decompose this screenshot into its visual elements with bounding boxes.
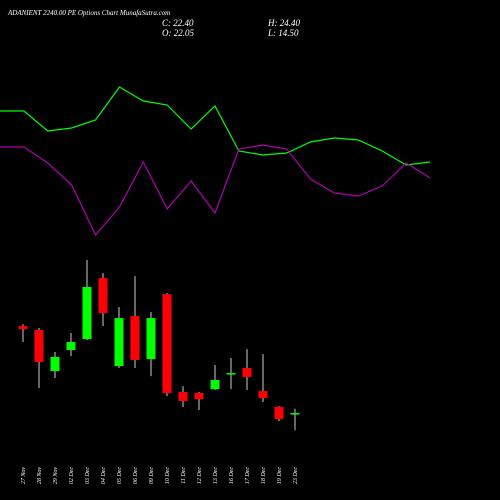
- close-label: C: 22.40: [162, 18, 194, 28]
- x-tick-label: 27 Nov: [21, 467, 27, 485]
- open-label: O: 22.05: [162, 28, 194, 38]
- candle-body: [194, 393, 204, 400]
- x-tick-label: 23 Dec: [293, 467, 299, 484]
- x-tick-label: 05 Dec: [117, 467, 123, 484]
- candle-body: [146, 318, 156, 360]
- x-tick-label: 29 Nov: [53, 467, 59, 485]
- low-label: L: 14.50: [267, 28, 299, 38]
- candle-body: [18, 326, 28, 330]
- candle-body: [274, 406, 284, 420]
- high-label: H: 24.40: [267, 18, 300, 28]
- candle-body: [82, 286, 92, 340]
- candle-body: [98, 278, 108, 314]
- chart-title: ADANIENT 2240.00 PE Options Chart Munafa…: [7, 9, 170, 17]
- candle-body: [130, 316, 140, 360]
- x-tick-label: 12 Dec: [197, 467, 203, 484]
- candle-body: [178, 391, 188, 402]
- candle-body: [114, 318, 124, 367]
- candle-body: [242, 368, 252, 377]
- candle-body: [226, 373, 236, 375]
- candle-body: [290, 413, 300, 415]
- x-tick-label: 06 Dec: [133, 467, 139, 484]
- candle-body: [162, 294, 172, 394]
- x-tick-label: 13 Dec: [213, 467, 219, 484]
- x-tick-label: 18 Dec: [261, 467, 267, 484]
- candle-body: [34, 330, 44, 362]
- candle-body: [50, 356, 60, 372]
- x-tick-label: 19 Dec: [277, 467, 283, 484]
- x-tick-label: 11 Dec: [181, 467, 187, 484]
- x-tick-label: 17 Dec: [245, 467, 251, 484]
- x-tick-label: 03 Dec: [85, 467, 91, 484]
- candle-body: [210, 380, 220, 390]
- x-tick-label: 04 Dec: [100, 467, 107, 484]
- line-series: [0, 86, 431, 166]
- x-tick-label: 16 Dec: [229, 467, 235, 484]
- candle-body: [258, 391, 268, 399]
- line-series: [0, 144, 431, 237]
- x-tick-label: 10 Dec: [165, 467, 171, 484]
- x-tick-label: 28 Nov: [37, 467, 43, 485]
- x-tick-label: 09 Dec: [149, 467, 155, 484]
- x-tick-label: 02 Dec: [69, 467, 75, 484]
- candle-body: [66, 341, 76, 350]
